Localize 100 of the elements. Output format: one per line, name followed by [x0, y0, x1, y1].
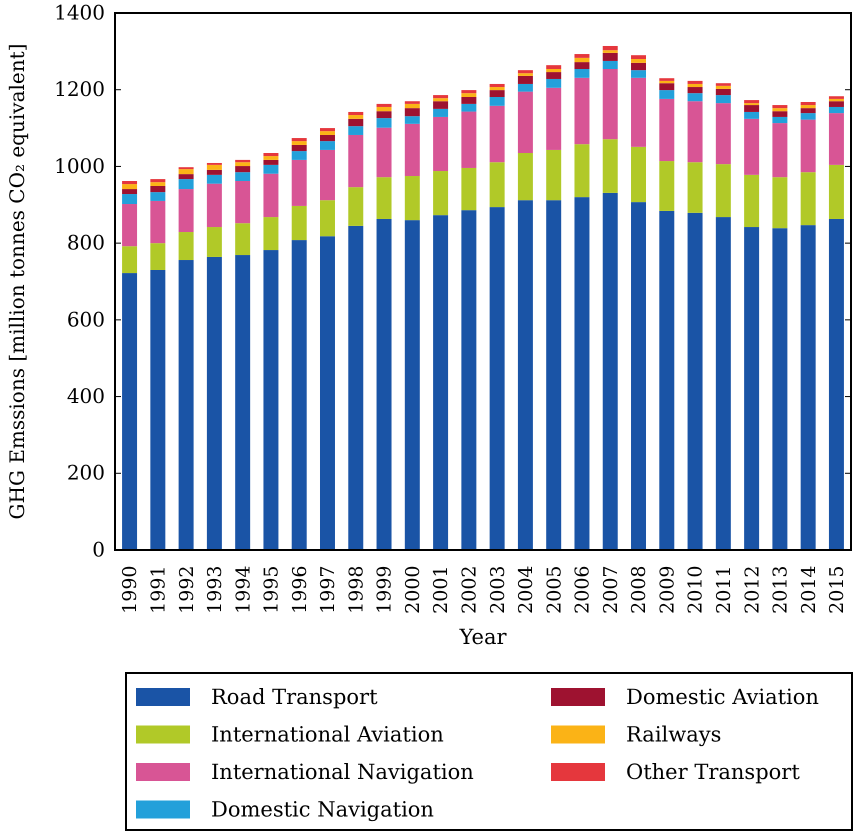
bar: [235, 172, 250, 182]
bar: [404, 104, 420, 108]
bar: [518, 84, 533, 92]
bar: [688, 87, 703, 94]
bar: [263, 160, 278, 165]
x-tick-label: 1991: [147, 566, 170, 614]
bar: [716, 95, 731, 104]
y-axis-title: GHG Emssions [million tonnes CO₂ equivalent]: [5, 44, 29, 520]
bar: [716, 164, 731, 218]
bar: [744, 100, 760, 104]
bar: [772, 228, 788, 550]
bar: [263, 217, 278, 250]
x-tick-label: 2004: [515, 566, 538, 614]
bar: [206, 174, 222, 184]
bar: [772, 177, 788, 228]
bar: [744, 112, 760, 119]
bar: [461, 90, 476, 94]
x-tick-label: 2007: [600, 566, 622, 614]
bar: [772, 116, 788, 124]
x-tick-label: 2002: [458, 566, 481, 614]
bar: [348, 134, 364, 188]
bar: [461, 168, 476, 210]
y-tick-label: 1000: [54, 154, 105, 178]
bar: [461, 93, 476, 97]
bar: [348, 115, 364, 119]
bar: [631, 55, 646, 60]
bar: [348, 118, 364, 126]
bar: [688, 84, 703, 88]
bar: [574, 69, 590, 78]
bar: [404, 101, 420, 104]
x-tick-label: 1999: [374, 566, 396, 614]
x-tick-label: 2014: [798, 566, 820, 614]
x-tick-label: 1990: [119, 566, 142, 614]
bar: [800, 102, 816, 106]
bar: [659, 161, 674, 211]
bar: [206, 256, 222, 550]
y-tick-label: 1400: [54, 0, 105, 24]
bar: [772, 111, 788, 117]
bar: [206, 170, 222, 175]
x-axis-title: Year: [458, 625, 508, 649]
bar: [263, 153, 278, 156]
bar: [433, 116, 448, 172]
bar: [490, 87, 505, 90]
y-tick-label: 0: [92, 537, 105, 562]
bar: [490, 106, 505, 162]
bar: [235, 255, 250, 550]
bar: [659, 98, 674, 162]
bar: [602, 60, 618, 69]
x-tick-label: 2013: [770, 566, 792, 614]
bar: [206, 227, 222, 257]
bar: [518, 200, 533, 550]
bar: [122, 246, 138, 274]
bar: [744, 118, 760, 175]
x-tick-label: 2015: [826, 566, 848, 614]
bar: [150, 200, 166, 244]
bar: [235, 166, 250, 172]
bar: [772, 108, 788, 112]
bar: [602, 50, 618, 53]
bar: [631, 146, 646, 202]
bar: [602, 46, 618, 50]
bar: [150, 186, 166, 192]
bar: [800, 172, 816, 226]
x-tick-label: 2005: [543, 566, 566, 614]
bar: [716, 83, 731, 86]
x-tick-label: 2009: [656, 566, 678, 614]
bar: [716, 86, 731, 89]
bar: [150, 182, 166, 186]
bar: [631, 62, 646, 70]
legend-label: Domestic Aviation: [626, 685, 819, 709]
y-tick-label: 200: [66, 460, 105, 485]
bar: [800, 113, 816, 120]
bar: [263, 156, 278, 160]
bar: [433, 108, 448, 117]
bar: [178, 189, 194, 232]
bar: [376, 111, 392, 118]
bar: [800, 108, 816, 114]
bar: [178, 232, 194, 260]
bar: [716, 88, 731, 96]
bar: [376, 128, 392, 178]
bar: [150, 192, 166, 201]
x-tick-label: 1995: [260, 566, 283, 614]
bar: [461, 104, 476, 112]
bar: [433, 95, 448, 98]
bar: [348, 112, 364, 116]
bar: [122, 184, 138, 190]
bar: [263, 164, 278, 174]
y-tick-label: 600: [66, 307, 105, 332]
bar: [602, 69, 618, 140]
legend-label: Other Transport: [626, 760, 800, 784]
bar: [348, 226, 364, 550]
bar: [659, 78, 674, 81]
bar: [772, 123, 788, 178]
bar: [320, 134, 335, 142]
bar: [744, 174, 760, 228]
bar: [574, 78, 590, 144]
x-tick-label: 2001: [430, 566, 452, 614]
bar: [178, 260, 194, 550]
bar: [206, 164, 222, 170]
bar: [688, 80, 703, 84]
bar: [461, 97, 476, 104]
